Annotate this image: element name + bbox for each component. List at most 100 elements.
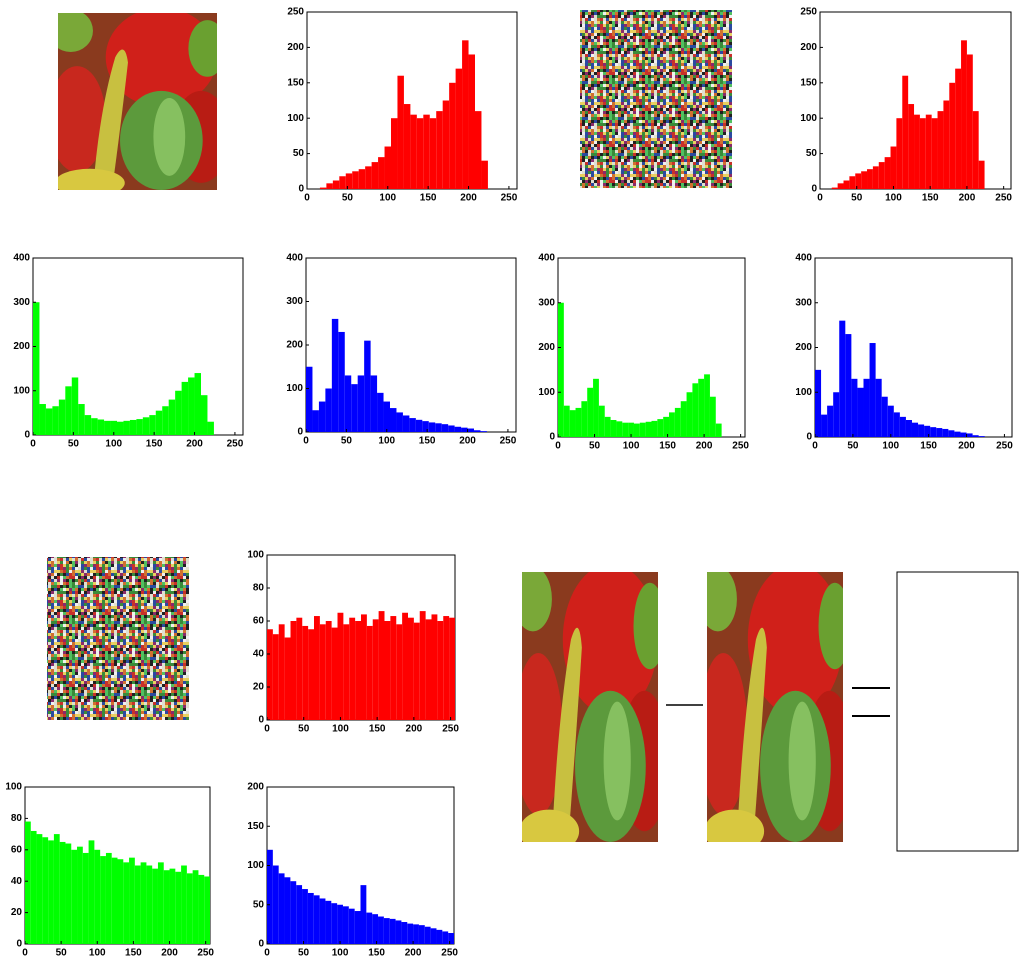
histogram-bar (162, 406, 169, 435)
histogram-bar (402, 415, 410, 432)
histogram-bar (383, 918, 390, 944)
histogram-bar (36, 834, 43, 944)
histogram-bar (429, 118, 437, 189)
encrypted-image (580, 10, 732, 188)
histogram-bar (425, 619, 432, 720)
histogram-bar (423, 114, 430, 189)
histogram-bar (278, 624, 285, 720)
y-tick-label: 60 (11, 844, 23, 855)
histogram-bar (290, 881, 297, 944)
y-tick-label: 300 (795, 297, 812, 308)
x-tick-label: 50 (851, 193, 863, 204)
y-tick-label: 400 (286, 253, 303, 264)
y-tick-label: 100 (5, 782, 22, 793)
histogram-bar (307, 892, 314, 944)
histogram-bar (361, 614, 367, 720)
histogram-bar (908, 104, 915, 189)
histogram-bar (610, 419, 617, 437)
histogram-bar (149, 415, 156, 435)
histogram-bar (65, 843, 72, 944)
histogram-bar (845, 334, 852, 437)
x-tick-label: 150 (125, 948, 142, 959)
histogram-bar (25, 821, 31, 944)
histogram-bar (448, 933, 454, 944)
histogram-bar (58, 399, 66, 435)
difference-image (896, 571, 1019, 852)
histogram-bar (314, 616, 320, 720)
x-tick-label: 150 (420, 193, 437, 204)
decrypted-image (522, 572, 658, 842)
y-tick-label: 100 (13, 385, 30, 396)
histogram-bar (474, 430, 481, 432)
histogram-bar (407, 923, 414, 944)
histogram-bar (410, 114, 417, 189)
histogram-bar (82, 852, 89, 944)
histogram-bar (146, 865, 153, 944)
y-tick-label: 200 (538, 342, 555, 353)
histogram-bar (715, 423, 722, 437)
histogram-bar (163, 870, 170, 944)
histogram-bar (136, 419, 143, 435)
x-tick-label: 0 (264, 948, 270, 959)
histogram-bar (117, 859, 124, 944)
histogram-bar (408, 617, 414, 720)
histogram-bar (343, 624, 350, 720)
histogram-bar (331, 903, 338, 944)
histogram-bar (415, 419, 423, 432)
histogram-bar (181, 381, 189, 435)
histogram-bar (558, 302, 564, 437)
histogram-bar (686, 392, 693, 437)
histogram-bar (581, 401, 588, 437)
x-tick-label: 150 (419, 436, 436, 447)
histogram-bar (449, 82, 456, 189)
histogram-bar (168, 399, 176, 435)
histogram-bar (402, 612, 408, 720)
histogram-bar (839, 320, 846, 437)
histogram-bar (331, 318, 339, 432)
y-tick-label: 40 (253, 649, 265, 660)
histogram-bar (875, 378, 882, 437)
histogram-bar (331, 627, 338, 720)
histogram-bar (409, 418, 416, 432)
x-tick-label: 200 (405, 948, 422, 959)
y-tick-label: 0 (811, 184, 817, 195)
histogram-bar (978, 436, 985, 437)
y-tick-label: 400 (13, 253, 30, 264)
histogram-bar (267, 629, 273, 720)
histogram-bar (351, 384, 358, 432)
histogram-bar (869, 343, 876, 437)
x-tick-label: 250 (227, 439, 244, 450)
x-tick-label: 150 (920, 441, 937, 452)
histogram-bar (339, 176, 346, 189)
histogram-bar (890, 146, 897, 189)
histogram-bar (896, 118, 903, 189)
histogram-bar (422, 421, 429, 432)
histogram-bar (855, 173, 862, 189)
x-tick-label: 200 (459, 436, 476, 447)
y-tick-label: 250 (800, 7, 817, 18)
histogram-bar (413, 622, 420, 720)
histogram-bar (337, 904, 343, 944)
histogram-bar (366, 912, 373, 944)
histogram-bar (296, 617, 303, 720)
histogram-bar (966, 54, 973, 190)
encrypted-image (47, 557, 189, 720)
histogram-bar (669, 412, 675, 437)
histogram-bar (598, 405, 605, 437)
histogram-bar (384, 621, 391, 720)
histogram-bar (59, 841, 66, 944)
x-tick-label: 250 (732, 441, 749, 452)
x-tick-label: 200 (161, 948, 178, 959)
histogram-bar (827, 405, 834, 437)
histogram-bar (272, 634, 279, 720)
histogram-bar (378, 916, 384, 944)
y-tick-label: 0 (258, 939, 264, 950)
histogram-bar (306, 366, 313, 432)
histogram-bar (91, 418, 98, 435)
x-tick-label: 100 (379, 193, 396, 204)
histogram-bar (181, 865, 187, 944)
x-tick-label: 100 (882, 441, 899, 452)
histogram-bar (937, 111, 944, 189)
histogram-bar (430, 928, 437, 944)
histogram-bar (296, 885, 303, 944)
